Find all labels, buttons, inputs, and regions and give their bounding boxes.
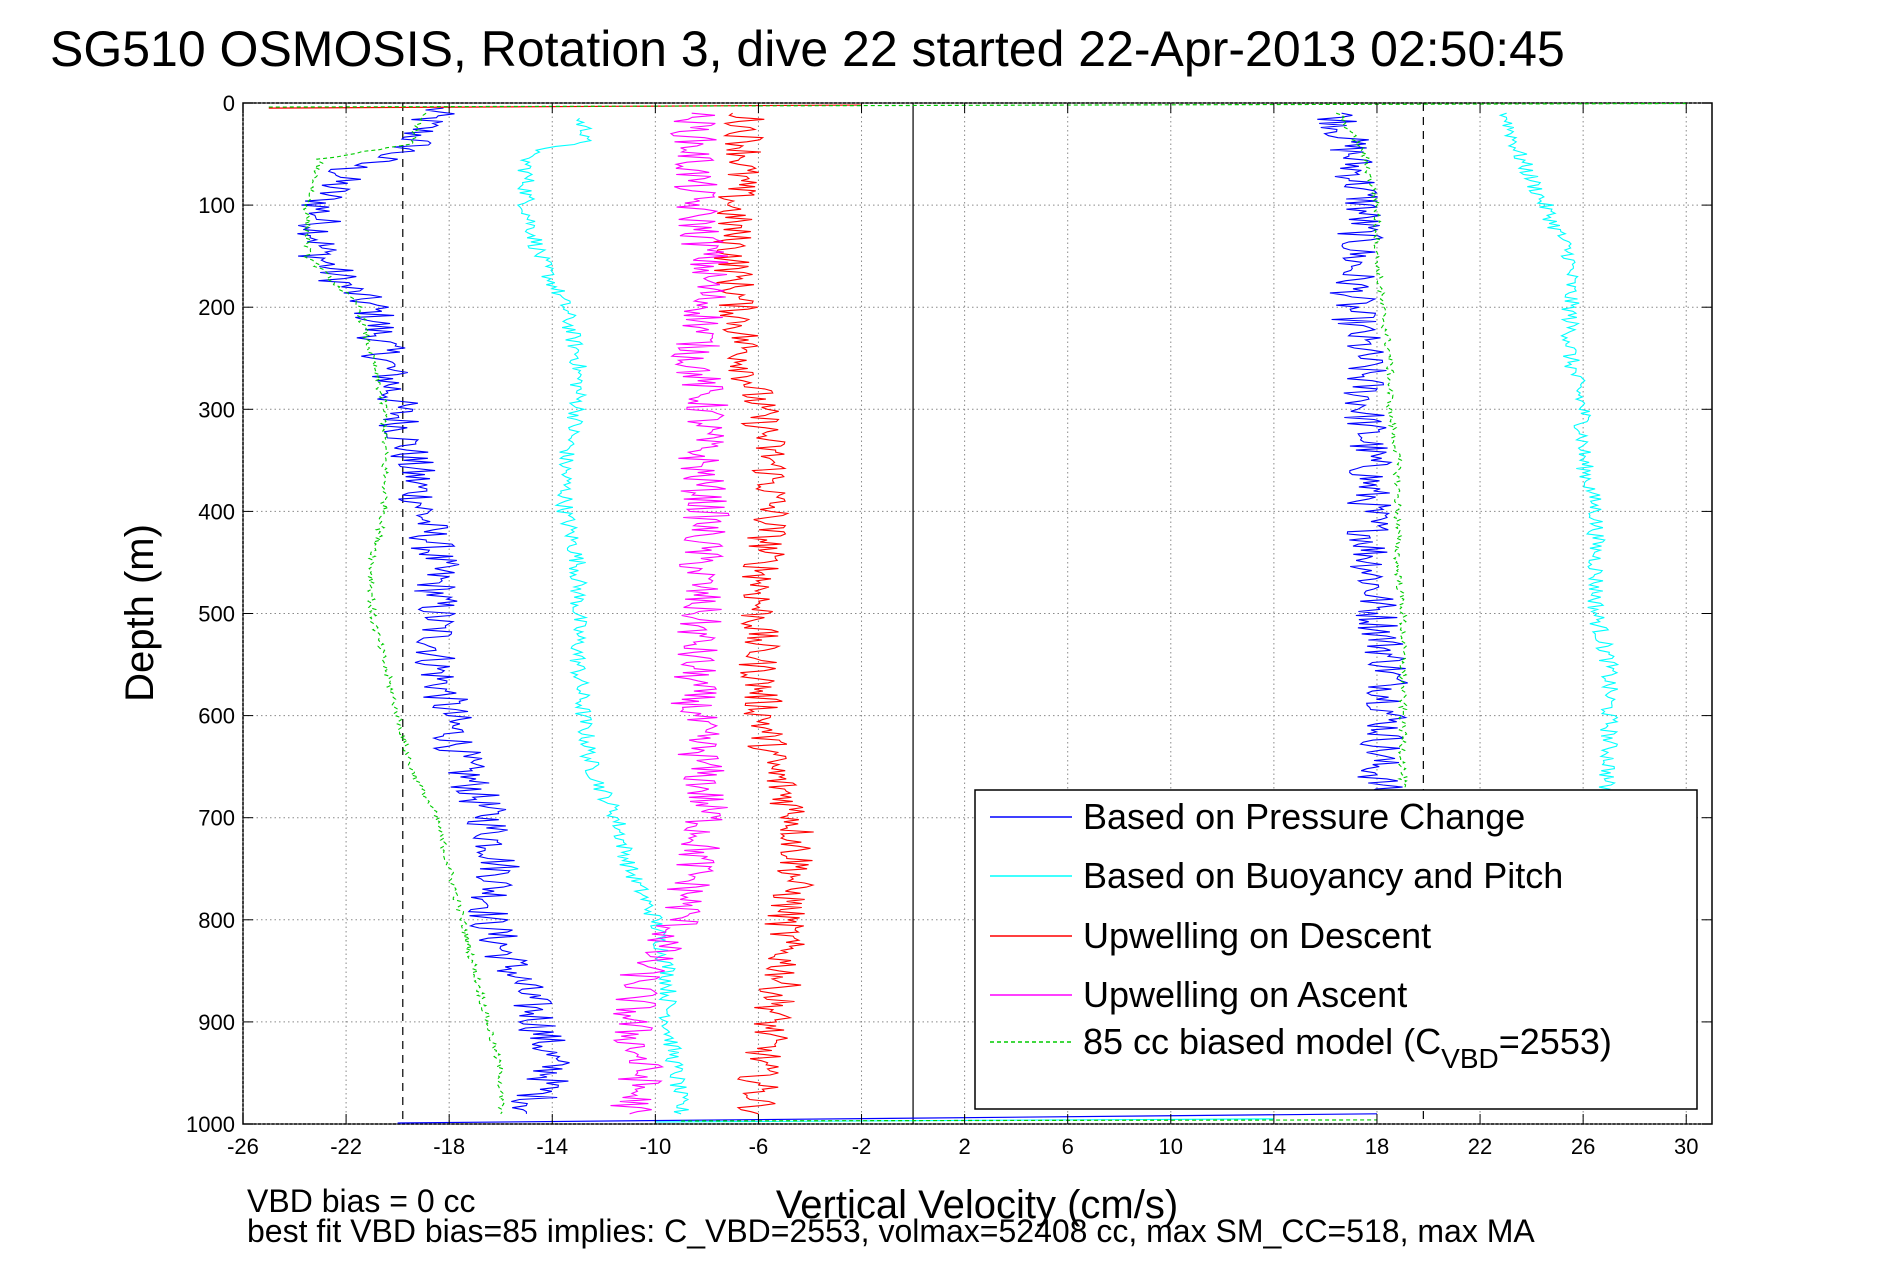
bottom-transition: [397, 1113, 1377, 1124]
series-line-4-segment-1: [1336, 112, 1409, 798]
legend-label: Upwelling on Descent: [1083, 915, 1431, 956]
y-tick-label: 300: [198, 397, 235, 422]
y-tick-label: 900: [198, 1010, 235, 1035]
surface-transition: [268, 102, 1687, 108]
legend-label: 85 cc biased model (CVBD=2553): [1083, 1021, 1612, 1074]
series-line-1-segment-1: [1498, 112, 1620, 798]
x-tick-label: 10: [1159, 1134, 1183, 1159]
series-line-0-segment-0: [297, 107, 570, 1114]
y-tick-label: 800: [198, 908, 235, 933]
legend-entries: Based on Pressure Change Based on Buoyanc…: [990, 796, 1612, 1074]
y-tick-label: 200: [198, 295, 235, 320]
x-tick-label: 14: [1262, 1134, 1286, 1159]
legend: Based on Pressure Change Based on Buoyanc…: [974, 789, 1698, 1110]
series-line-0-segment-1: [1317, 112, 1408, 798]
legend-label-subscript: VBD: [1441, 1043, 1499, 1074]
legend-box: [974, 789, 1698, 1110]
x-tick-label: 2: [958, 1134, 970, 1159]
x-tick-label: 18: [1365, 1134, 1389, 1159]
legend-label: Based on Pressure Change: [1083, 796, 1525, 837]
y-tick-label: 1000: [186, 1112, 235, 1137]
y-tick-label: 100: [198, 193, 235, 218]
reference-lines: [402, 103, 1424, 1124]
x-tick-label: -10: [639, 1134, 671, 1159]
x-axis-label: Vertical Velocity (cm/s): [776, 1183, 1178, 1227]
footer-line-1: VBD bias = 0 cc: [247, 1183, 476, 1219]
y-tick-label: 0: [223, 91, 235, 116]
x-tick-label: -2: [852, 1134, 872, 1159]
y-tick-label: 500: [198, 602, 235, 627]
x-tick-label: -22: [330, 1134, 362, 1159]
x-tick-label: 26: [1571, 1134, 1595, 1159]
x-ticks: -26 -22 -18 -14 -10 -6 -2 2 6 10 14 18 22 26 30: [227, 103, 1698, 1159]
y-axis-label: Depth (m): [118, 524, 162, 702]
x-tick-label: -26: [227, 1134, 259, 1159]
y-tick-label: 700: [198, 806, 235, 831]
legend-label: Based on Buoyancy and Pitch: [1083, 855, 1563, 896]
x-tick-label: -6: [749, 1134, 769, 1159]
series-line-4-segment-0: [302, 112, 505, 1115]
x-tick-label: -18: [433, 1134, 465, 1159]
x-tick-label: 22: [1468, 1134, 1492, 1159]
series-line-1-segment-0: [516, 117, 690, 1115]
series-line-3-segment-0: [610, 112, 730, 1115]
chart-title: SG510 OSMOSIS, Rotation 3, dive 22 start…: [50, 21, 1565, 77]
y-ticks: 0 100 200 300 400 500 600 700 800 900 1000: [186, 91, 1712, 1137]
x-tick-label: 6: [1062, 1134, 1074, 1159]
legend-label: Upwelling on Ascent: [1083, 974, 1407, 1015]
x-tick-label: 30: [1674, 1134, 1698, 1159]
bottom-transition: [681, 1119, 1377, 1122]
grid: [242, 102, 1712, 1125]
y-tick-label: 600: [198, 704, 235, 729]
footer-line-2: best fit VBD bias=85 implies: C_VBD=2553…: [247, 1213, 1535, 1249]
plot-area: -26 -22 -18 -14 -10 -6 -2 2 6 10 14 18 22 26 30 010020…: [186, 91, 1713, 1159]
legend-label-tail: =2553): [1499, 1021, 1612, 1062]
y-tick-label: 400: [198, 499, 235, 524]
series-line-2-segment-0: [713, 112, 815, 1115]
x-tick-label: -14: [536, 1134, 568, 1159]
legend-label-main: 85 cc biased model (C: [1083, 1021, 1441, 1062]
